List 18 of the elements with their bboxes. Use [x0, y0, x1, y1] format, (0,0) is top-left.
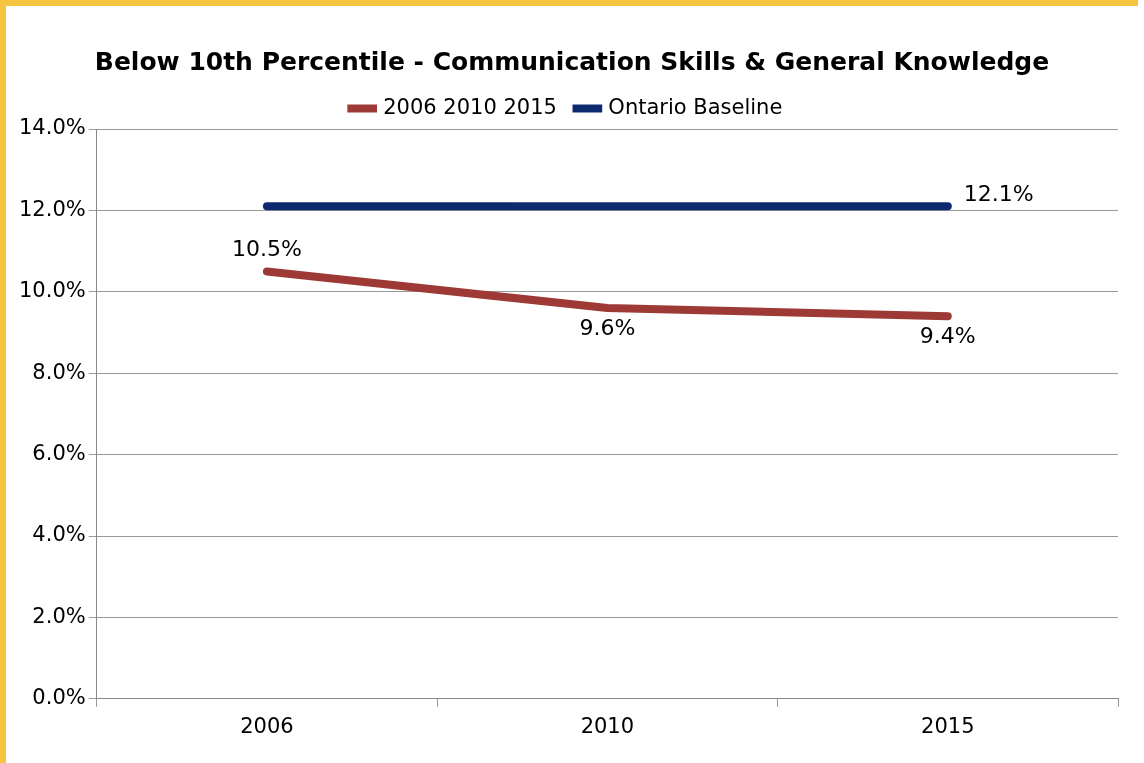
y-tick-label: 2.0% — [32, 603, 86, 628]
data-label: 9.4% — [919, 322, 976, 348]
y-tick-label: 4.0% — [32, 522, 86, 547]
y-tick-label: 12.0% — [18, 196, 86, 221]
legend-label: Ontario Baseline — [608, 94, 783, 119]
x-tick-label: 2015 — [921, 713, 975, 738]
y-tick-label: 6.0% — [32, 441, 86, 466]
y-tick-label: 8.0% — [32, 359, 86, 384]
chart-title: Below 10th Percentile - Communication Skills & General Knowledge — [93, 46, 1051, 78]
data-label: 10.5% — [231, 236, 302, 262]
data-label: 9.6% — [579, 314, 636, 340]
x-tick-label: 2010 — [580, 713, 635, 738]
y-tick-label: 10.0% — [18, 278, 86, 303]
data-label: 12.1% — [963, 181, 1034, 207]
legend-label: 2006 2010 2015 — [383, 94, 557, 119]
y-tick-label: 0.0% — [32, 685, 86, 710]
y-tick-label: 14.0% — [18, 115, 86, 140]
x-tick-label: 2006 — [240, 713, 294, 738]
